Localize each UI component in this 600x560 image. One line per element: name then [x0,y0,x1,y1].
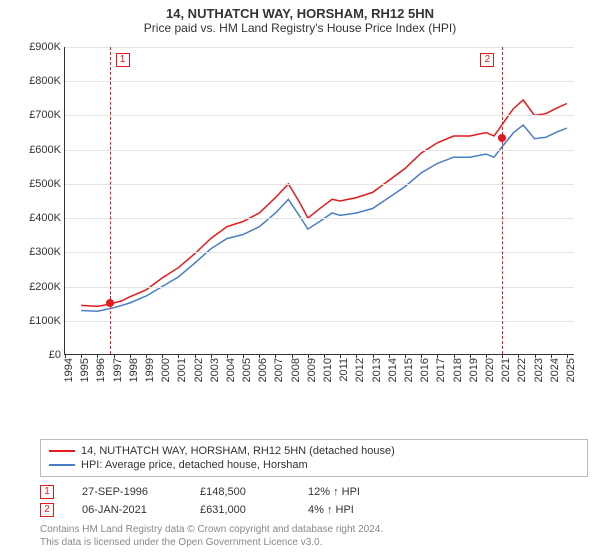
gridline [65,47,574,48]
x-axis-label: 2013 [371,358,383,382]
x-axis-label: 1994 [63,358,75,382]
chart-area: £0£100K£200K£300K£400K£500K£600K£700K£80… [20,39,580,399]
chart-title: 14, NUTHATCH WAY, HORSHAM, RH12 5HN [0,0,600,21]
gridline [65,218,574,219]
y-axis-label: £300K [29,246,65,258]
y-axis-label: £800K [29,75,65,87]
x-axis-label: 2002 [193,358,205,382]
x-axis-label: 2018 [452,358,464,382]
x-axis-label: 1999 [144,358,156,382]
y-axis-label: £600K [29,144,65,156]
sale-date: 27-SEP-1996 [82,486,172,498]
x-axis-label: 2006 [257,358,269,382]
x-axis-label: 2014 [387,358,399,382]
sale-marker-line [502,47,503,354]
x-axis-label: 2007 [273,358,285,382]
x-axis-label: 2025 [565,358,577,382]
legend-label: 14, NUTHATCH WAY, HORSHAM, RH12 5HN (det… [81,445,395,457]
plot-area: £0£100K£200K£300K£400K£500K£600K£700K£80… [64,47,574,355]
x-axis-label: 1998 [128,358,140,382]
sale-row: 2 06-JAN-2021 £631,000 4% ↑ HPI [40,501,588,519]
chart-subtitle: Price paid vs. HM Land Registry's House … [0,21,600,39]
gridline [65,150,574,151]
x-axis-label: 2010 [322,358,334,382]
x-axis-label: 2001 [176,358,188,382]
sale-marker-dot [498,134,506,142]
footer-line: This data is licensed under the Open Gov… [40,536,588,549]
x-axis-label: 2003 [209,358,221,382]
legend-label: HPI: Average price, detached house, Hors… [81,459,308,471]
sale-marker-dot [106,299,114,307]
x-axis-label: 2008 [290,358,302,382]
sale-marker: 1 [40,485,54,499]
footer-line: Contains HM Land Registry data © Crown c… [40,523,588,536]
y-axis-label: £100K [29,315,65,327]
legend-item: HPI: Average price, detached house, Hors… [49,458,579,472]
sale-date: 06-JAN-2021 [82,504,172,516]
y-axis-label: £700K [29,109,65,121]
gridline [65,321,574,322]
sale-marker-box: 2 [480,53,494,67]
y-axis-label: £400K [29,212,65,224]
x-axis-label: 2004 [225,358,237,382]
x-axis-label: 1997 [112,358,124,382]
x-axis-label: 1995 [79,358,91,382]
sale-marker-box: 1 [116,53,130,67]
legend-swatch [49,450,75,452]
x-axis-label: 2020 [484,358,496,382]
sale-marker-line [110,47,111,354]
x-axis-label: 2009 [306,358,318,382]
x-axis-label: 2017 [435,358,447,382]
x-axis-label: 2012 [354,358,366,382]
sales-table: 1 27-SEP-1996 £148,500 12% ↑ HPI 2 06-JA… [40,483,588,519]
footer: Contains HM Land Registry data © Crown c… [40,523,588,549]
y-axis-label: £900K [29,41,65,53]
gridline [65,252,574,253]
gridline [65,287,574,288]
x-axis-label: 2022 [516,358,528,382]
x-axis-label: 2016 [419,358,431,382]
sale-price: £148,500 [200,486,280,498]
x-axis-label: 2019 [468,358,480,382]
x-axis-label: 1996 [95,358,107,382]
gridline [65,81,574,82]
series-line [81,100,567,306]
x-axis-label: 2015 [403,358,415,382]
x-axis-label: 2023 [533,358,545,382]
sale-price: £631,000 [200,504,280,516]
gridline [65,184,574,185]
x-axis-label: 2011 [338,358,350,382]
y-axis-label: £200K [29,281,65,293]
legend: 14, NUTHATCH WAY, HORSHAM, RH12 5HN (det… [40,439,588,477]
sale-delta: 12% ↑ HPI [308,486,360,498]
sale-row: 1 27-SEP-1996 £148,500 12% ↑ HPI [40,483,588,501]
sale-marker: 2 [40,503,54,517]
x-axis-label: 2000 [160,358,172,382]
gridline [65,115,574,116]
series-lines [65,47,575,355]
sale-delta: 4% ↑ HPI [308,504,354,516]
legend-item: 14, NUTHATCH WAY, HORSHAM, RH12 5HN (det… [49,444,579,458]
x-axis-label: 2024 [549,358,561,382]
x-axis-label: 2005 [241,358,253,382]
x-axis-label: 2021 [500,358,512,382]
legend-swatch [49,464,75,466]
y-axis-label: £500K [29,178,65,190]
